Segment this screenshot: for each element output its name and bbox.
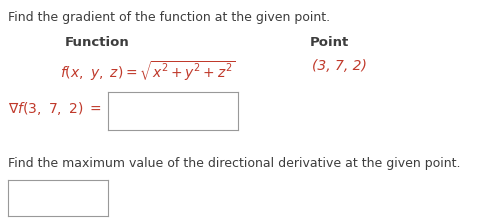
Text: Find the gradient of the function at the given point.: Find the gradient of the function at the… [8,11,330,24]
Text: Find the maximum value of the directional derivative at the given point.: Find the maximum value of the directiona… [8,157,461,170]
Text: $\nabla f(3,\ 7,\ 2)\ =$: $\nabla f(3,\ 7,\ 2)\ =$ [8,100,102,117]
Text: $f(x,\ y,\ z) = \sqrt{x^2 + y^2 + z^2}$: $f(x,\ y,\ z) = \sqrt{x^2 + y^2 + z^2}$ [60,59,235,83]
Text: (3, 7, 2): (3, 7, 2) [312,59,367,73]
Text: Point: Point [310,36,349,49]
Text: Function: Function [65,36,130,49]
